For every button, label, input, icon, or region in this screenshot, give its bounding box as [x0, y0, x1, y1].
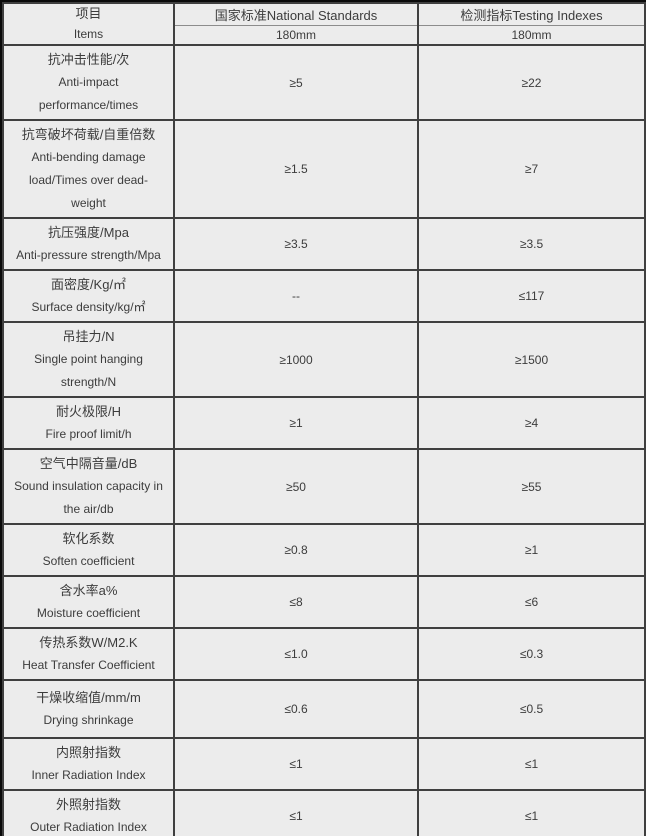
testing-indexes-size: 180mm [417, 24, 646, 46]
testing-index-value: ≥7 [417, 119, 646, 219]
item-label-cell: 干燥收缩值/mm/m Drying shrinkage [2, 679, 175, 739]
item-label-en: Inner Radiation Index [31, 768, 146, 782]
testing-index-value: ≤117 [417, 269, 646, 323]
item-label-en: Moisture coefficient [36, 606, 141, 620]
national-standard-value: ≥3.5 [173, 217, 419, 271]
table-row: 空气中隔音量/dB Sound insulation capacity in th… [2, 448, 646, 525]
testing-index-value: ≤0.3 [417, 627, 646, 681]
items-header-en: Items [73, 27, 104, 41]
item-label-zh: 抗冲击性能/次 [47, 52, 130, 67]
item-label-cell: 抗弯破坏荷载/自重倍数 Anti-bending damage load/Time… [2, 119, 175, 219]
table-row: 传热系数W/M2.K Heat Transfer Coefficient ≤1.0 ≤… [2, 627, 646, 681]
item-label-zh: 干燥收缩值/mm/m [36, 690, 141, 705]
table-body: 抗冲击性能/次 Anti-impact performance/times ≥5 ≥2… [2, 44, 646, 836]
national-standard-value: ≥0.8 [173, 523, 419, 577]
item-label-zh: 含水率a% [59, 583, 118, 598]
item-label-cell: 含水率a% Moisture coefficient [2, 575, 175, 629]
items-header-zh: 项目 [75, 6, 102, 21]
national-standard-value: ≤0.6 [173, 679, 419, 739]
item-label-cell: 面密度/Kg/㎡ Surface density/kg/㎡ [2, 269, 175, 323]
item-label-en: Sound insulation capacity in the air/db [14, 479, 163, 516]
national-standard-value: ≤1 [173, 789, 419, 836]
national-standard-value: ≥50 [173, 448, 419, 525]
item-label-en: Drying shrinkage [43, 713, 134, 727]
header-title-row: 项目 Items 国家标准National Standards 检测指标Test… [2, 2, 646, 46]
item-label-zh: 外照射指数 [55, 797, 121, 812]
table-header: 项目 Items 国家标准National Standards 检测指标Test… [2, 2, 646, 46]
item-label-en: Fire proof limit/h [45, 427, 132, 441]
testing-index-value: ≥55 [417, 448, 646, 525]
testing-index-value: ≥1 [417, 523, 646, 577]
table-row: 抗弯破坏荷载/自重倍数 Anti-bending damage load/Time… [2, 119, 646, 219]
item-label-en: Soften coefficient [42, 554, 135, 568]
table-row: 干燥收缩值/mm/m Drying shrinkage ≤0.6 ≤0.5 [2, 679, 646, 739]
national-standard-value: ≤1 [173, 737, 419, 791]
table-row: 抗冲击性能/次 Anti-impact performance/times ≥5 ≥2… [2, 44, 646, 121]
table-row: 内照射指数 Inner Radiation Index ≤1 ≤1 [2, 737, 646, 791]
table-row: 面密度/Kg/㎡ Surface density/kg/㎡ -- ≤117 [2, 269, 646, 323]
testing-index-value: ≥3.5 [417, 217, 646, 271]
table-row: 耐火极限/H Fire proof limit/h ≥1 ≥4 [2, 396, 646, 450]
item-label-cell: 软化系数 Soften coefficient [2, 523, 175, 577]
table-row: 吊挂力/N Single point hanging strength/N ≥100… [2, 321, 646, 398]
header-size-row: 180mm 180mm [3, 24, 646, 46]
item-label-en: Surface density/kg/㎡ [31, 300, 146, 314]
item-label-cell: 外照射指数 Outer Radiation Index [2, 789, 175, 836]
national-standard-value: ≤8 [173, 575, 419, 629]
item-label-zh: 抗压强度/Mpa [48, 225, 129, 240]
national-standards-header: 国家标准National Standards [173, 2, 419, 26]
item-label-cell: 抗冲击性能/次 Anti-impact performance/times [2, 44, 175, 121]
testing-indexes-header: 检测指标Testing Indexes [417, 2, 646, 26]
item-label-zh: 吊挂力/N [62, 329, 115, 344]
item-label-cell: 内照射指数 Inner Radiation Index [2, 737, 175, 791]
testing-index-value: ≤6 [417, 575, 646, 629]
item-label-zh: 软化系数 [62, 531, 115, 546]
item-label-en: Outer Radiation Index [30, 820, 147, 834]
table-row: 外照射指数 Outer Radiation Index ≤1 ≤1 [2, 789, 646, 836]
table-row: 抗压强度/Mpa Anti-pressure strength/Mpa ≥3.5 ≥3… [2, 217, 646, 271]
items-header-cell: 项目 Items [2, 2, 175, 46]
testing-index-value: ≤1 [417, 789, 646, 836]
item-label-cell: 空气中隔音量/dB Sound insulation capacity in th… [2, 448, 175, 525]
national-standard-value: ≥5 [173, 44, 419, 121]
table-row: 含水率a% Moisture coefficient ≤8 ≤6 [2, 575, 646, 629]
item-label-cell: 吊挂力/N Single point hanging strength/N [2, 321, 175, 398]
national-standard-value: ≥1.5 [173, 119, 419, 219]
item-label-en: Anti-impact performance/times [38, 75, 139, 112]
testing-index-value: ≥1500 [417, 321, 646, 398]
item-label-cell: 耐火极限/H Fire proof limit/h [2, 396, 175, 450]
national-standard-value: ≥1000 [173, 321, 419, 398]
national-standard-value: ≥1 [173, 396, 419, 450]
item-label-zh: 空气中隔音量/dB [39, 456, 138, 471]
testing-index-value: ≤1 [417, 737, 646, 791]
national-standards-size: 180mm [173, 24, 419, 46]
item-label-en: Single point hanging strength/N [34, 352, 143, 389]
table-row: 软化系数 Soften coefficient ≥0.8 ≥1 [2, 523, 646, 577]
item-label-en: Heat Transfer Coefficient [22, 658, 155, 672]
item-label-en: Anti-pressure strength/Mpa [16, 248, 161, 262]
item-label-zh: 抗弯破坏荷载/自重倍数 [21, 127, 156, 142]
item-label-zh: 耐火极限/H [55, 404, 121, 419]
item-label-cell: 传热系数W/M2.K Heat Transfer Coefficient [2, 627, 175, 681]
item-label-zh: 内照射指数 [55, 745, 121, 760]
testing-index-value: ≤0.5 [417, 679, 646, 739]
item-label-zh: 面密度/Kg/㎡ [50, 277, 127, 292]
national-standard-value: -- [173, 269, 419, 323]
testing-index-value: ≥22 [417, 44, 646, 121]
item-label-zh: 传热系数W/M2.K [39, 635, 138, 650]
item-label-cell: 抗压强度/Mpa Anti-pressure strength/Mpa [2, 217, 175, 271]
national-standard-value: ≤1.0 [173, 627, 419, 681]
item-label-en: Anti-bending damage load/Times over dead… [29, 150, 148, 210]
testing-index-value: ≥4 [417, 396, 646, 450]
